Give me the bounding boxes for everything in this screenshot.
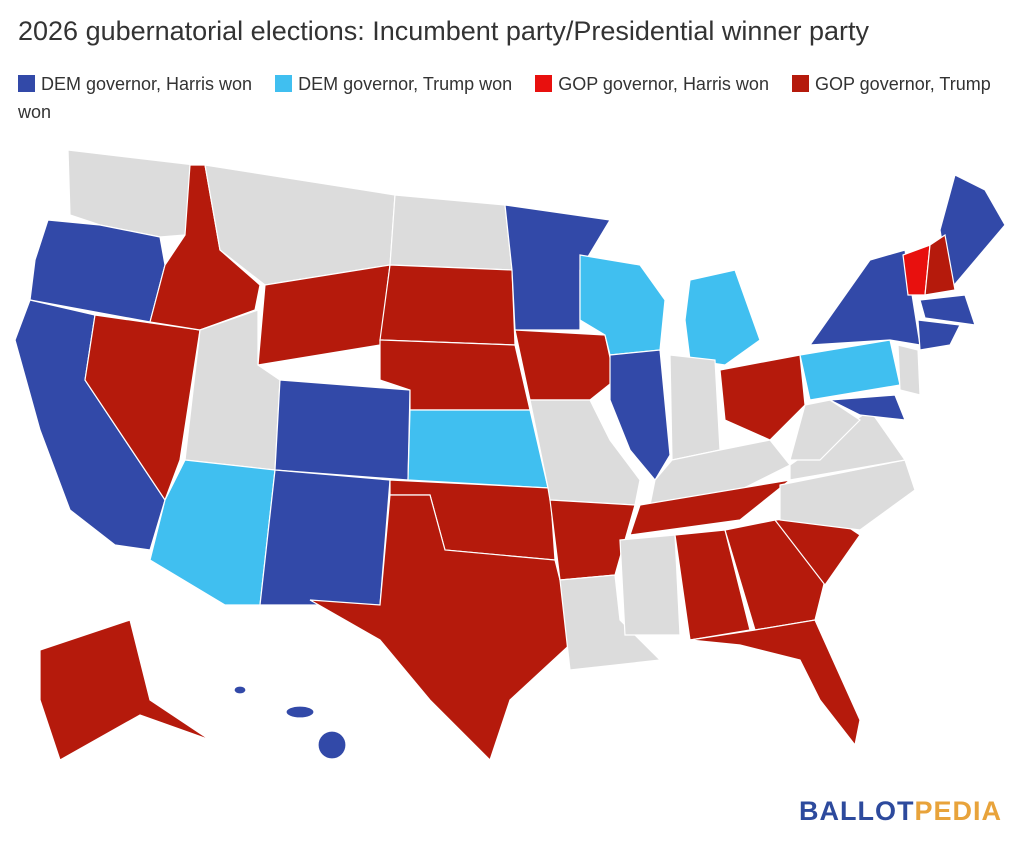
legend-swatch xyxy=(791,75,809,92)
state xyxy=(389,194,513,271)
state xyxy=(309,494,576,762)
title: 2026 gubernatorial elections: Incumbent … xyxy=(18,16,869,46)
legend-label: GOP governor, Trump won xyxy=(18,74,991,122)
state xyxy=(619,534,681,636)
state xyxy=(897,344,921,396)
state xyxy=(233,685,247,695)
state xyxy=(689,619,861,747)
state xyxy=(407,409,549,489)
state xyxy=(629,479,793,536)
state xyxy=(684,269,761,366)
logo-part: PEDIA xyxy=(914,796,1002,826)
legend-swatch xyxy=(18,75,35,92)
state xyxy=(808,249,921,346)
state xyxy=(719,354,806,441)
legend-item: DEM governor, Harris won xyxy=(18,74,252,94)
state xyxy=(529,399,641,506)
logo-part: BALLOT xyxy=(798,796,915,826)
state xyxy=(724,519,826,631)
state xyxy=(789,399,861,461)
legend-swatch xyxy=(275,75,293,92)
state xyxy=(924,233,956,296)
legend-swatch xyxy=(535,75,553,92)
legend-item: DEM governor, Trump won xyxy=(275,74,512,94)
state xyxy=(274,379,411,481)
legend-item: GOP governor, Trump won xyxy=(18,74,991,122)
state xyxy=(285,705,315,719)
state xyxy=(919,294,976,326)
state xyxy=(674,529,751,641)
legend-item: GOP governor, Harris won xyxy=(535,74,769,94)
legend: DEM governor, Harris won DEM governor, T… xyxy=(18,70,1008,126)
state xyxy=(514,329,616,401)
state xyxy=(827,394,906,421)
legend-label: DEM governor, Trump won xyxy=(298,74,513,94)
logo: BALLOTPEDIA xyxy=(799,796,1002,827)
state xyxy=(379,264,516,346)
legend-label: GOP governor, Harris won xyxy=(558,74,769,94)
state xyxy=(504,204,611,331)
state xyxy=(669,354,721,461)
state xyxy=(39,619,211,761)
legend-label: DEM governor, Harris won xyxy=(41,74,253,94)
state xyxy=(317,730,347,760)
state xyxy=(259,469,391,606)
state xyxy=(799,339,901,401)
state xyxy=(917,319,961,351)
state xyxy=(559,574,662,671)
